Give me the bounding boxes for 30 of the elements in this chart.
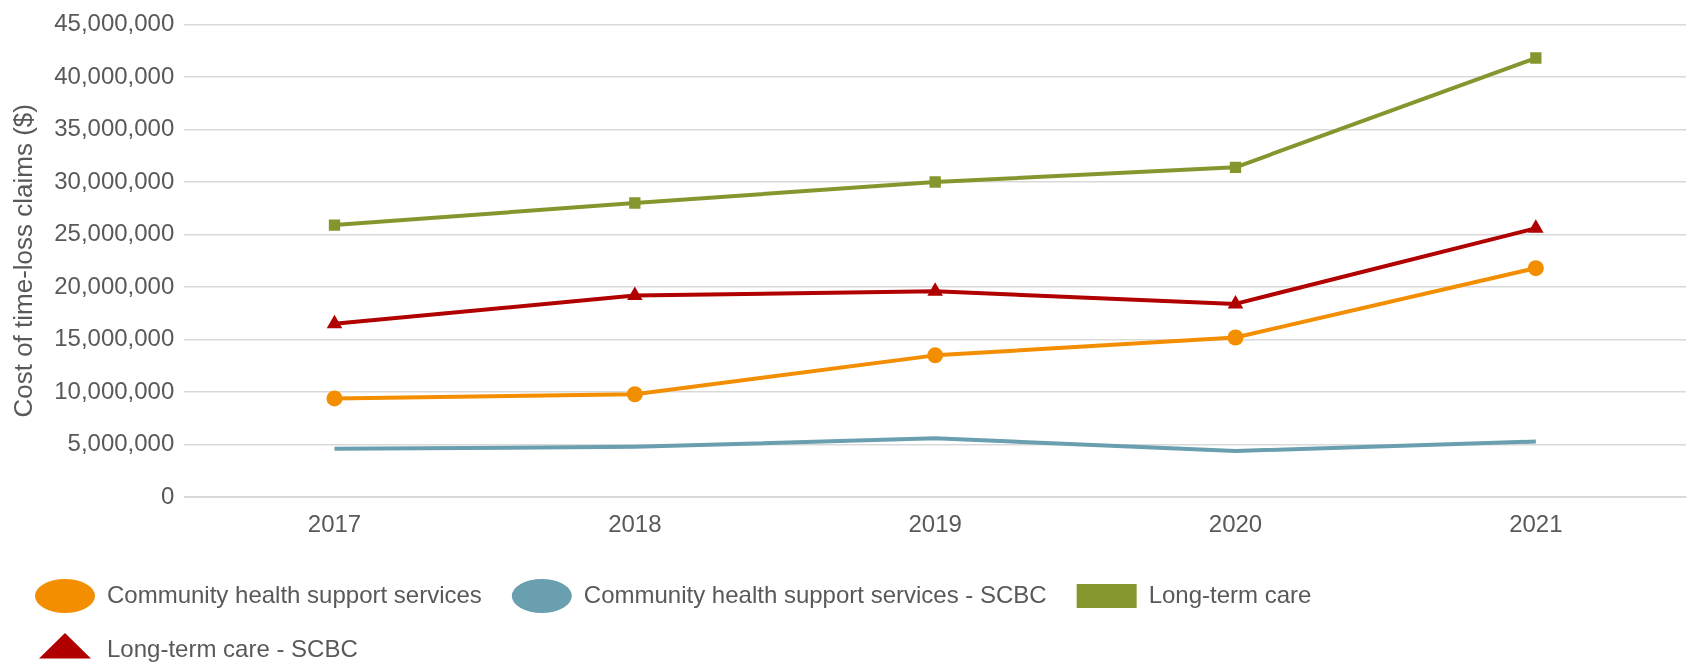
y-tick-label: 5,000,000 (67, 429, 175, 457)
y-tick-label: 40,000,000 (54, 61, 175, 89)
legend-label: Community health support services (107, 580, 482, 608)
y-tick-label: 20,000,000 (54, 271, 175, 299)
x-tick-label: 2020 (1208, 510, 1263, 538)
x-tick-label: 2018 (608, 510, 662, 538)
point (629, 197, 641, 209)
y-tick-label: 35,000,000 (54, 114, 175, 142)
point (1530, 52, 1542, 64)
legend-label: Long-term care - SCBC (107, 634, 358, 662)
point (1229, 161, 1242, 173)
x-tick-label: 2021 (1509, 510, 1563, 538)
y-tick-label: 25,000,000 (54, 219, 175, 247)
y-tick-label: 30,000,000 (54, 166, 175, 194)
point (1227, 329, 1244, 346)
point (328, 219, 341, 231)
point (626, 386, 643, 403)
x-tick-label: 2019 (908, 510, 962, 538)
x-tick-label: 2017 (307, 510, 362, 538)
y-axis-title: Cost of time-loss claims ($) (7, 104, 38, 418)
point (929, 176, 941, 188)
legend-label: Community health support services - SCBC (583, 580, 1047, 608)
point (1527, 260, 1544, 277)
legend-label: Long-term care (1148, 580, 1312, 608)
y-tick-label: 0 (160, 481, 175, 509)
y-tick-label: 45,000,000 (54, 9, 175, 37)
point (927, 347, 944, 364)
point (326, 390, 343, 407)
y-tick-label: 10,000,000 (54, 376, 175, 404)
y-tick-label: 15,000,000 (54, 324, 175, 352)
